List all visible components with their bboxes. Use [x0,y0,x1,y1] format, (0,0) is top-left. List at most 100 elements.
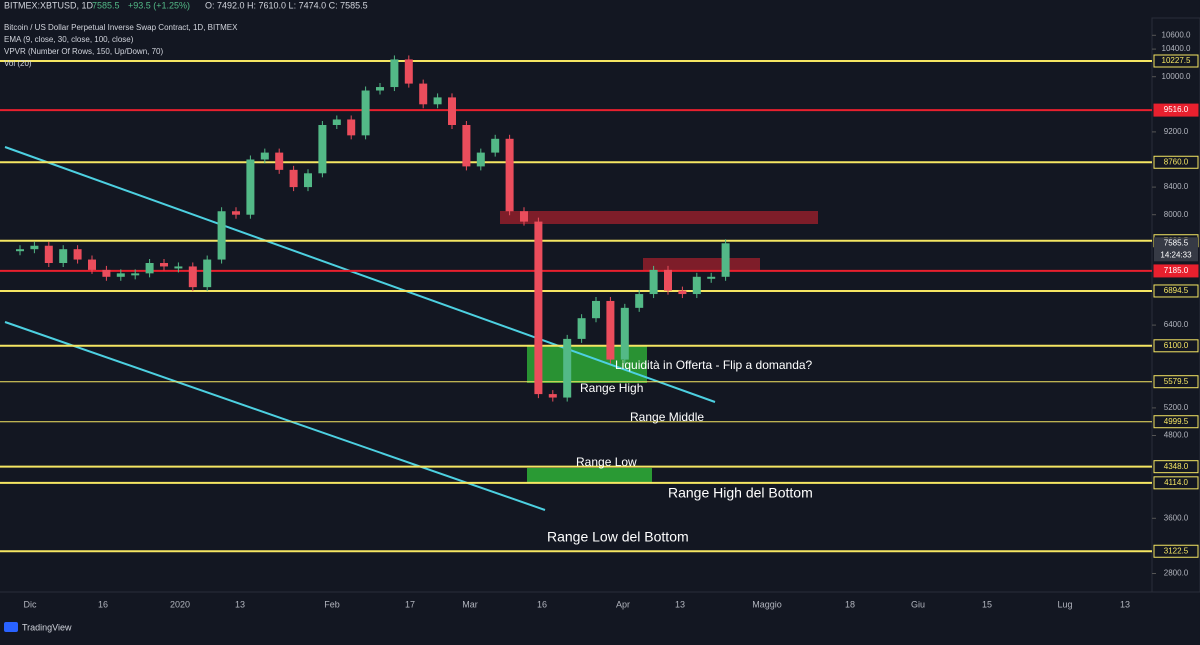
annotation: Range Middle [630,410,704,424]
countdown: 14:24:33 [1160,250,1192,259]
candle [174,266,183,269]
candle [620,307,629,360]
symbol: BITMEX:XBTUSD, 1D [4,0,94,10]
supply-zone [500,211,818,224]
candle [678,290,687,295]
candle [419,83,428,105]
candle [505,138,514,212]
time-label: 18 [845,599,855,609]
level-tag [1153,284,1199,298]
logo[interactable] [4,622,18,632]
candle [433,97,442,105]
candle [462,124,471,167]
candle [707,276,716,279]
level-label: 4348.0 [1164,462,1189,471]
price-tick-label: 10400.0 [1162,44,1191,53]
current-price: 7585.5 [1164,238,1189,247]
level-label: 4114.0 [1164,478,1188,487]
candle [275,152,284,170]
annotation: Liquidità in Offerta - Flip a domanda? [615,358,813,372]
candle [476,152,485,167]
levels [0,60,1152,553]
ohlc: O: 7492.0 H: 7610.0 L: 7474.0 C: 7585.5 [205,0,368,10]
labels: 10600.0 10400.0 10000.0 9200.0 8400.0 8000.0 6… [24,30,1199,609]
candle [16,249,24,252]
price-tick-label: 10000.0 [1162,72,1191,81]
time-label: 13 [675,599,685,609]
candle [635,294,644,308]
price-tick-label: 3600.0 [1164,513,1189,522]
candle [246,159,255,215]
level-label: 10227.5 [1162,56,1191,65]
time-label: Feb [324,599,340,609]
annotation: Range Low del Bottom [547,529,689,545]
candle [188,266,197,288]
legend-line: Bitcoin / US Dollar Perpetual Inverse Sw… [4,23,238,32]
footer-brand[interactable]: TradingView [22,622,72,632]
candle [347,119,356,136]
candle [145,262,154,274]
level-tag [1153,339,1199,353]
level-label: 5579.5 [1164,377,1189,386]
candle [44,245,53,263]
level-label: 4999.5 [1164,417,1189,426]
candle [534,221,543,395]
supply-zone [643,258,760,270]
price-tick-label: 8000.0 [1164,210,1189,219]
candle [520,211,528,222]
candle [59,249,68,263]
level-tag [1153,103,1199,117]
time-label: Apr [616,599,630,609]
time-label: Maggio [752,599,782,609]
price-tick-label: 6400.0 [1164,320,1189,329]
candle [692,276,701,295]
candle [548,394,557,398]
level-label: 8760.0 [1164,157,1189,166]
candle [332,119,341,125]
time-label: 16 [537,599,547,609]
candle [203,259,212,288]
price-tick-label: 10600.0 [1162,30,1191,39]
last-price: 7585.5 [92,0,120,10]
time-label: 2020 [170,599,190,609]
candle [289,169,298,188]
annotation: Range High del Bottom [668,485,813,501]
candle [116,273,125,277]
price-tick-label: 8400.0 [1164,182,1189,191]
level-label: 3122.5 [1164,546,1189,555]
candle [318,124,327,174]
level-label: 7185.0 [1164,266,1189,275]
candle [491,138,500,153]
time-label: 15 [982,599,992,609]
level-label: 6100.0 [1164,341,1189,350]
level-tag [1153,54,1199,68]
candle [664,269,672,291]
candle [131,273,140,276]
level-tag [1153,415,1199,429]
level-tag [1153,460,1199,474]
level-label: 6894.5 [1164,286,1189,295]
candle [102,269,111,277]
candle [73,249,82,260]
legend-line: Vol (20) [4,59,32,68]
level-tag [1153,375,1199,389]
legend-line: EMA (9, close, 30, close, 100, close) [4,35,134,44]
candle [448,97,456,125]
candle [376,87,384,91]
candle [217,211,226,260]
time-label: Mar [462,599,478,609]
change: +93.5 (+1.25%) [128,0,190,10]
trendline [4,146,716,403]
candle [30,245,39,250]
time-label: 17 [405,599,415,609]
candles [16,55,730,402]
level-tag [1153,476,1199,490]
demand-zone [527,468,652,483]
candle [563,338,572,398]
level-label: 9516.0 [1164,105,1189,114]
trendlines [4,146,716,511]
candle [361,90,370,136]
candle [260,152,269,160]
